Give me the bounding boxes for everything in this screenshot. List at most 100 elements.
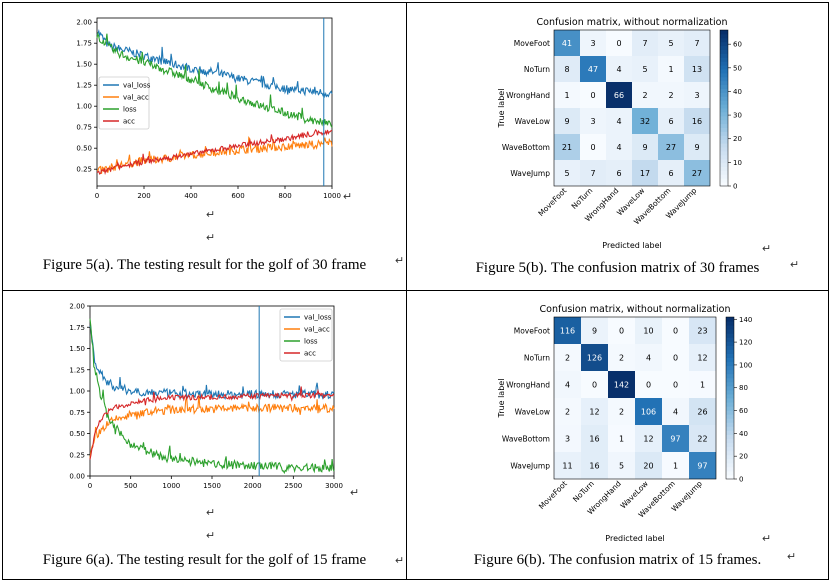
- legend-label-acc: acc: [123, 118, 135, 126]
- matrix-cell: [658, 82, 684, 108]
- matrix-cell-value: 3: [565, 435, 570, 444]
- colorbar-segment: [726, 325, 734, 330]
- colorbar-segment: [726, 458, 734, 464]
- legend-label-acc: acc: [304, 350, 316, 358]
- matrix-cell: [635, 425, 662, 452]
- colorbar-segment: [720, 33, 728, 39]
- matrix-cell-value: 6: [668, 169, 673, 178]
- matrix-cell-value: 5: [642, 65, 647, 74]
- matrix-cell: [658, 160, 684, 186]
- colorbar-segment: [720, 131, 728, 136]
- colorbar-border: [719, 29, 729, 187]
- paragraph-mark: ↵: [343, 191, 352, 203]
- matrix-cell-value: 7: [694, 39, 699, 48]
- colorbar-segment: [720, 115, 728, 121]
- matrix-cell: [689, 371, 716, 398]
- colorbar-segment: [726, 337, 734, 342]
- row-label: WaveLow: [515, 408, 550, 417]
- colorbar-segment: [720, 182, 728, 187]
- colorbar-segment: [726, 418, 734, 423]
- matrix-cell-value: 6: [668, 117, 673, 126]
- colorbar-segment: [726, 389, 734, 395]
- y-tick-label: 0.50: [69, 430, 85, 438]
- row-label: WrongHand: [506, 381, 550, 390]
- series-line-val_loss: [89, 325, 335, 401]
- matrix-cell: [658, 56, 684, 82]
- matrix-cell-value: 26: [697, 408, 707, 417]
- matrix-cell: [632, 82, 658, 108]
- matrix-cell-value: 0: [592, 381, 597, 390]
- row-label: NoTurn: [524, 354, 550, 363]
- colorbar-segment: [726, 454, 734, 460]
- matrix-cell: [606, 160, 632, 186]
- legend-label-val_acc: val_acc: [123, 94, 149, 102]
- matrix-cell-value: 16: [589, 462, 599, 471]
- matrix-cell: [658, 108, 684, 134]
- colorbar-segment: [720, 104, 728, 109]
- colorbar-tick-label: 120: [739, 339, 752, 347]
- colorbar-segment: [726, 357, 734, 363]
- matrix-cell: [581, 452, 608, 479]
- matrix-cell: [689, 344, 716, 371]
- matrix-cell: [684, 134, 710, 160]
- matrix-cell-value: 116: [560, 327, 575, 336]
- matrix-cell-value: 0: [673, 354, 678, 363]
- matrix-cell: [689, 398, 716, 425]
- matrix-cell-value: 4: [616, 143, 621, 152]
- colorbar-segment: [720, 37, 728, 43]
- matrix-cell: [606, 56, 632, 82]
- colorbar-segment: [720, 147, 728, 152]
- matrix-cell: [554, 452, 581, 479]
- row-label: MoveFoot: [514, 39, 550, 48]
- colorbar-segment: [720, 80, 728, 86]
- matrix-cell-value: 21: [562, 143, 572, 152]
- matrix-cell-value: 7: [590, 169, 595, 178]
- matrix-cell: [635, 452, 662, 479]
- colorbar-segment: [720, 123, 728, 128]
- matrix-cell-value: 5: [668, 39, 673, 48]
- x-tick-label: 1000: [162, 482, 180, 490]
- matrix-cell: [606, 108, 632, 134]
- colorbar-segment: [720, 150, 728, 156]
- row-label: WaveJump: [510, 169, 550, 178]
- matrix-cell-value: 97: [697, 462, 707, 471]
- matrix-cell-value: 23: [697, 327, 707, 336]
- row-label: WaveBottom: [502, 435, 550, 444]
- x-tick-label: 600: [231, 192, 244, 200]
- matrix-cell: [580, 30, 606, 56]
- colorbar-segment: [726, 349, 734, 354]
- legend-label-val_acc: val_acc: [304, 326, 330, 334]
- matrix-cell: [662, 425, 689, 452]
- colorbar-tick-label: 30: [733, 112, 742, 120]
- paragraph-mark: ↵: [206, 530, 215, 542]
- colorbar-segment: [726, 426, 734, 431]
- row-label: WaveJump: [510, 462, 550, 471]
- y-tick-label: 1.75: [69, 324, 85, 332]
- y-tick-label: 0.75: [69, 409, 85, 417]
- colorbar-tick-label: 140: [739, 316, 752, 324]
- matrix-cell: [608, 425, 635, 452]
- y-tick-label: 0.00: [69, 473, 85, 481]
- matrix-cell: [554, 317, 581, 344]
- matrix-cell: [635, 344, 662, 371]
- matrix-cell-value: 32: [640, 117, 650, 126]
- matrix-cell: [658, 30, 684, 56]
- colorbar-segment: [720, 41, 728, 47]
- matrix-cell: [635, 371, 662, 398]
- row-label: MoveFoot: [514, 327, 550, 336]
- matrix-cell-value: 16: [692, 117, 702, 126]
- matrix-title: Confusion matrix, without normalization: [537, 17, 728, 28]
- x-tick-label: 2500: [284, 482, 302, 490]
- x-tick-label: 0: [95, 192, 99, 200]
- matrix-cell-value: 106: [641, 408, 656, 417]
- colorbar-segment: [720, 69, 728, 74]
- colorbar-segment: [726, 474, 734, 480]
- y-tick-label: 1.50: [76, 61, 92, 69]
- matrix-cell-value: 2: [642, 91, 647, 100]
- matrix-cell: [662, 371, 689, 398]
- colorbar-segment: [726, 345, 734, 350]
- colorbar-segment: [720, 166, 728, 171]
- colorbar-segment: [726, 393, 734, 399]
- colorbar-segment: [720, 65, 728, 70]
